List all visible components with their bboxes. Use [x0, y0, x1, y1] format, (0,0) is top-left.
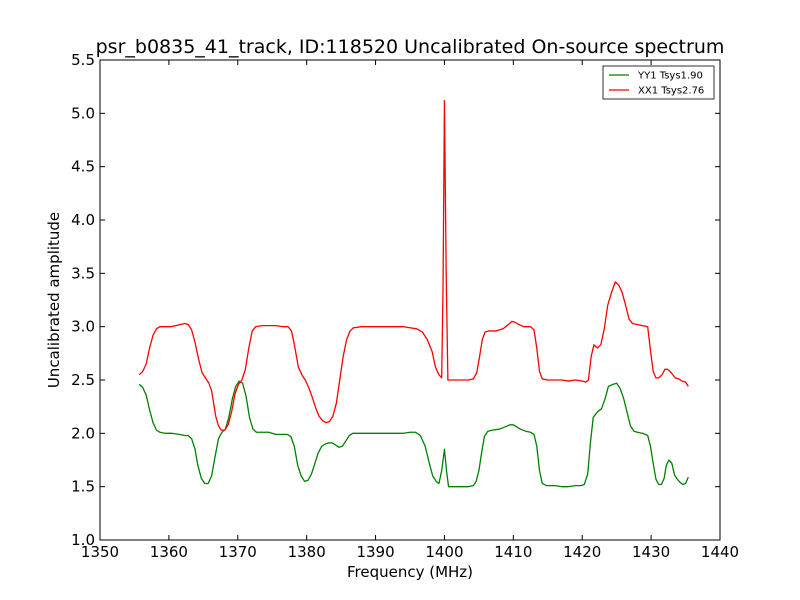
- y-tick-label: 3.5: [71, 264, 95, 282]
- y-tick-label: 4.5: [71, 158, 95, 176]
- x-tick-label: 1390: [356, 543, 394, 561]
- x-tick-label: 1400: [425, 543, 463, 561]
- y-tick-label: 2.5: [71, 371, 95, 389]
- legend: YY1 Tsys1.90 XX1 Tsys2.76: [602, 65, 715, 100]
- x-tick-label: 1380: [288, 543, 326, 561]
- y-tick-label: 1.0: [71, 531, 95, 549]
- y-tick-label: 5.5: [71, 51, 95, 69]
- series-layer: [138, 99, 689, 488]
- series-line-xx1: [138, 99, 689, 431]
- x-tick-label: 1370: [219, 543, 257, 561]
- legend-label-xx1: XX1 Tsys2.76: [638, 86, 704, 97]
- plot-frame: [99, 59, 721, 541]
- tick-layer: 1350 1360 1370 1380 1390 1400 1410 1420 1430 1440…: [71, 51, 739, 561]
- y-tick-label: 3.0: [71, 318, 95, 336]
- x-tick-label: 1410: [494, 543, 532, 561]
- y-tick-label: 5.0: [71, 104, 95, 122]
- y-tick-label: 2.0: [71, 424, 95, 442]
- legend-box: [602, 65, 715, 100]
- x-tick-label: 1440: [701, 543, 739, 561]
- legend-label-yy1: YY1 Tsys1.90: [637, 71, 703, 82]
- x-tick-label: 1420: [563, 543, 601, 561]
- y-tick-label: 4.0: [71, 211, 95, 229]
- x-tick-label: 1360: [150, 543, 188, 561]
- y-tick-label: 1.5: [71, 478, 95, 496]
- x-tick-label: 1430: [632, 543, 670, 561]
- chart-title: psr_b0835_41_track, ID:118520 Uncalibrat…: [96, 36, 725, 58]
- x-axis-label: Frequency (MHz): [347, 563, 473, 581]
- x-tick-label: 1350: [81, 543, 119, 561]
- y-axis-label: Uncalibrated amplitude: [45, 212, 63, 388]
